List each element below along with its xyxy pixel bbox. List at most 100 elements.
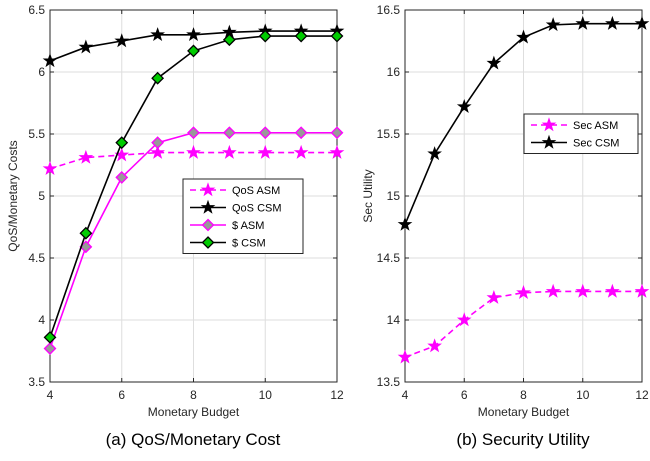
- data-point: [397, 349, 413, 364]
- chart-security-utility: 4 6 8 10 12 13.5 14 14.5 15 15.5 16 16.5 Monetary Bu…: [361, 3, 650, 449]
- y-tick-label: 14: [387, 313, 401, 327]
- y-tick-label: 5.5: [28, 127, 45, 141]
- data-point: [294, 126, 308, 140]
- y-tick-label: 6.5: [28, 3, 45, 17]
- figure-caption: (b) Security Utility: [456, 430, 590, 449]
- data-point: [330, 126, 344, 140]
- legend-label: $ ASM: [232, 220, 264, 232]
- y-tick-label: 6: [38, 65, 45, 79]
- data-point: [427, 338, 442, 353]
- data-point: [150, 27, 165, 42]
- data-point: [150, 144, 165, 159]
- x-tick-label: 10: [259, 388, 273, 402]
- data-point: [151, 71, 165, 85]
- data-point: [222, 144, 237, 159]
- series-qos-asm: [42, 144, 345, 175]
- y-tick-label: 13.5: [377, 375, 401, 389]
- x-tick-label: 10: [576, 388, 590, 402]
- y-tick-label: 5: [38, 189, 45, 203]
- series-line: [404, 290, 642, 358]
- data-point: [427, 146, 442, 161]
- legend-label: $ CSM: [232, 238, 266, 250]
- data-point: [545, 17, 561, 32]
- data-point: [486, 55, 502, 70]
- y-tick-label: 16: [387, 65, 401, 79]
- x-tick-label: 6: [461, 388, 468, 402]
- data-point: [186, 27, 201, 42]
- data-point: [115, 136, 129, 150]
- legend-entry: $ CSM: [190, 236, 266, 250]
- data-point: [258, 126, 272, 140]
- data-point: [257, 144, 273, 159]
- data-point: [605, 283, 620, 298]
- data-point: [78, 39, 94, 54]
- series-sec-asm: [397, 283, 650, 364]
- legend-marker: [541, 134, 557, 149]
- legend-marker: [201, 236, 215, 249]
- x-tick-label: 4: [402, 388, 409, 402]
- y-tick-label: 3.5: [28, 375, 45, 389]
- legend-label: Sec ASM: [573, 120, 618, 132]
- data-point: [293, 144, 309, 159]
- legend-label: QoS ASM: [232, 185, 280, 197]
- data-point: [114, 33, 130, 48]
- y-axis-label: Sec Utility: [361, 169, 375, 222]
- data-point: [397, 216, 413, 231]
- data-point: [294, 29, 308, 43]
- data-point: [456, 99, 472, 113]
- data-point: [151, 136, 165, 150]
- data-point: [330, 29, 344, 43]
- y-tick-label: 15: [387, 189, 401, 203]
- data-point: [222, 33, 236, 47]
- data-point: [43, 330, 57, 344]
- x-tick-label: 12: [330, 388, 344, 402]
- data-point: [456, 312, 472, 327]
- data-point: [79, 226, 93, 240]
- legend-marker: [200, 199, 216, 214]
- y-tick-label: 4.5: [28, 251, 45, 265]
- y-tick-label: 15.5: [377, 127, 401, 141]
- data-point: [42, 161, 58, 175]
- data-point: [575, 15, 591, 30]
- legend-marker: [541, 117, 557, 132]
- data-point: [222, 126, 236, 140]
- x-tick-label: 12: [635, 388, 649, 402]
- legend-entry: Sec CSM: [531, 134, 619, 150]
- data-point: [545, 283, 561, 298]
- data-point: [115, 170, 129, 184]
- x-axis-label: Monetary Budget: [148, 405, 240, 419]
- y-tick-label: 14.5: [377, 251, 401, 265]
- legend-marker: [201, 218, 215, 232]
- data-point: [634, 283, 650, 298]
- data-point: [575, 283, 591, 298]
- data-point: [605, 15, 620, 30]
- y-tick-label: 4: [38, 313, 45, 327]
- legend-entry: QoS ASM: [190, 182, 280, 197]
- series--csm: [43, 29, 344, 344]
- legend-entry: Sec ASM: [531, 117, 618, 132]
- data-point: [42, 53, 58, 68]
- legend-marker: [200, 182, 216, 197]
- legend-label: Sec CSM: [573, 138, 619, 150]
- data-point: [634, 15, 650, 30]
- x-tick-label: 8: [190, 388, 197, 402]
- data-point: [329, 144, 345, 159]
- data-point: [187, 126, 200, 140]
- x-tick-label: 4: [47, 388, 54, 402]
- legend-box: [523, 113, 639, 154]
- x-tick-label: 8: [520, 388, 527, 402]
- grid-lines: [404, 9, 643, 383]
- x-tick-label: 6: [118, 388, 125, 402]
- data-point: [516, 285, 531, 299]
- data-point: [258, 29, 272, 43]
- data-point: [186, 144, 201, 159]
- data-point: [78, 149, 94, 164]
- y-tick-label: 16.5: [377, 3, 401, 17]
- legend-label: QoS CSM: [232, 203, 282, 215]
- data-point: [187, 44, 200, 58]
- data-point: [43, 342, 57, 355]
- data-point: [486, 289, 502, 304]
- figure-caption: (a) QoS/Monetary Cost: [106, 430, 281, 449]
